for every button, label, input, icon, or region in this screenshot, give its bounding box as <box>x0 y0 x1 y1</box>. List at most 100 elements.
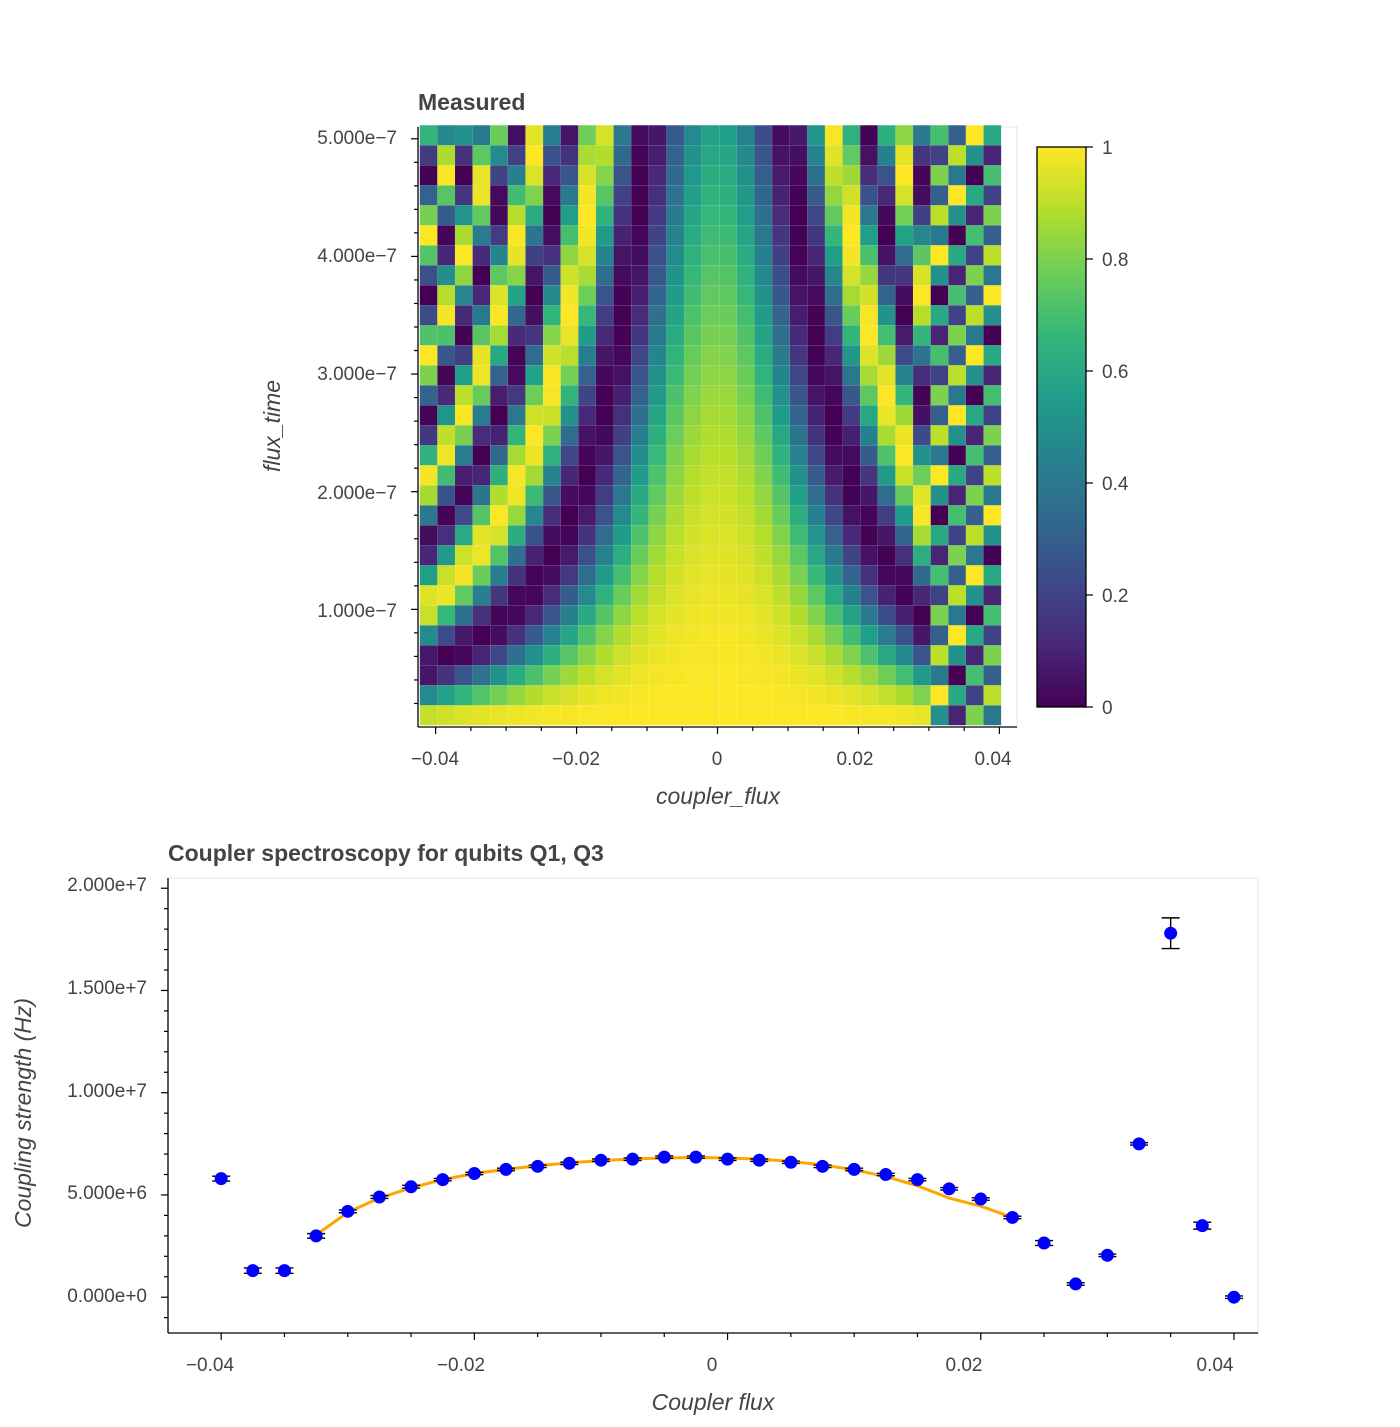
heatmap-cell <box>542 184 561 206</box>
heatmap-cell <box>419 264 438 286</box>
heatmap-cell <box>948 424 967 446</box>
heatmap-cell <box>824 284 843 306</box>
heatmap-cell <box>877 524 896 546</box>
heatmap-cell <box>472 124 491 146</box>
heatmap-cell <box>683 284 702 306</box>
heatmap-cell <box>525 124 544 146</box>
heatmap-cell <box>595 324 614 346</box>
heatmap-cell <box>472 424 491 446</box>
heatmap-cell <box>877 684 896 706</box>
heatmap-cell <box>965 224 984 246</box>
heatmap-cell <box>895 424 914 446</box>
heatmap-cell <box>948 464 967 486</box>
heatmap-cell <box>578 484 597 506</box>
heatmap-cell <box>613 624 632 646</box>
heatmap-cell <box>736 404 755 426</box>
heatmap-cell <box>824 164 843 186</box>
heatmap-cell <box>754 664 773 686</box>
heatmap-cell <box>895 584 914 606</box>
heatmap-cell <box>859 244 879 266</box>
heatmap-cell <box>542 424 561 446</box>
heatmap-cell <box>525 544 544 566</box>
heatmap-cell <box>719 644 738 666</box>
heatmap-cell <box>771 404 790 426</box>
heatmap-cell <box>525 704 544 726</box>
heatmap-cell <box>736 384 755 406</box>
heatmap-cell <box>525 464 544 486</box>
data-point <box>879 1168 893 1182</box>
heatmap-cell <box>437 144 456 166</box>
heatmap-cell <box>807 664 826 686</box>
heatmap-cell <box>595 184 614 206</box>
heatmap-cell <box>824 664 843 686</box>
heatmap-cell <box>666 404 685 426</box>
heatmap-cell <box>666 484 685 506</box>
heatmap-cell <box>683 264 702 286</box>
heatmap-cell <box>807 224 826 246</box>
heatmap-cell <box>842 424 861 446</box>
heatmap-cell <box>983 384 1002 406</box>
heatmap-cell <box>701 224 720 246</box>
data-point <box>1227 1290 1241 1304</box>
heatmap-cell <box>560 284 579 306</box>
heatmap-y-tick-labels: 1.000e−7 2.000e−7 3.000e−7 4.000e−7 5.00… <box>317 128 397 622</box>
heatmap-cell <box>807 624 826 646</box>
heatmap-cell <box>648 604 667 626</box>
heatmap-cell <box>948 284 967 306</box>
heatmap-cell <box>701 244 720 266</box>
heatmap-title: Measured <box>418 89 525 115</box>
heatmap-cell <box>930 384 949 406</box>
heatmap-cell <box>648 544 667 566</box>
heatmap-cell <box>454 124 473 146</box>
heatmap-cell <box>736 544 755 566</box>
heatmap-cell <box>648 444 667 466</box>
data-point <box>1069 1277 1083 1291</box>
heatmap-cell <box>948 684 967 706</box>
heatmap-cell <box>754 144 773 166</box>
heatmap-cell <box>912 404 931 426</box>
heatmap-cell <box>472 704 491 726</box>
heatmap-cell <box>578 364 597 386</box>
heatmap-cell <box>489 604 509 626</box>
heatmap-cell <box>736 664 755 686</box>
heatmap-cell <box>895 164 914 186</box>
heatmap-cell <box>613 264 632 286</box>
heatmap-cell <box>595 304 614 326</box>
heatmap-cell <box>754 404 773 426</box>
heatmap-cell <box>683 704 702 726</box>
scatter-x-tick-label: 0 <box>707 1355 718 1376</box>
heatmap-cell <box>965 464 984 486</box>
heatmap-cell <box>912 164 931 186</box>
heatmap-cell <box>613 244 632 266</box>
heatmap-cell <box>771 324 790 346</box>
heatmap-cell <box>983 404 1002 426</box>
heatmap-cell <box>895 264 914 286</box>
heatmap-cell <box>807 444 826 466</box>
heatmap-cell <box>842 544 861 566</box>
heatmap-cell <box>912 424 931 446</box>
heatmap-cell <box>736 164 755 186</box>
heatmap-cell <box>771 624 790 646</box>
heatmap-cell <box>472 184 491 206</box>
heatmap-cell <box>824 344 843 366</box>
heatmap-cell <box>489 124 509 146</box>
heatmap-cell <box>454 624 473 646</box>
heatmap-cell <box>842 364 861 386</box>
heatmap-cell <box>613 304 632 326</box>
data-point <box>1037 1236 1051 1250</box>
heatmap-cell <box>965 544 984 566</box>
data-point <box>721 1152 735 1166</box>
heatmap-cell <box>560 624 579 646</box>
heatmap-cell <box>613 524 632 546</box>
heatmap-cell <box>842 624 861 646</box>
heatmap-cell <box>613 424 632 446</box>
heatmap-cell <box>983 444 1002 466</box>
heatmap-cell <box>525 244 544 266</box>
heatmap-cell <box>454 184 473 206</box>
heatmap-cell <box>507 384 526 406</box>
data-point <box>594 1153 608 1167</box>
heatmap-cell <box>771 344 790 366</box>
heatmap-cell <box>983 624 1002 646</box>
heatmap-cell <box>507 624 526 646</box>
heatmap-y-ticks <box>411 138 418 705</box>
